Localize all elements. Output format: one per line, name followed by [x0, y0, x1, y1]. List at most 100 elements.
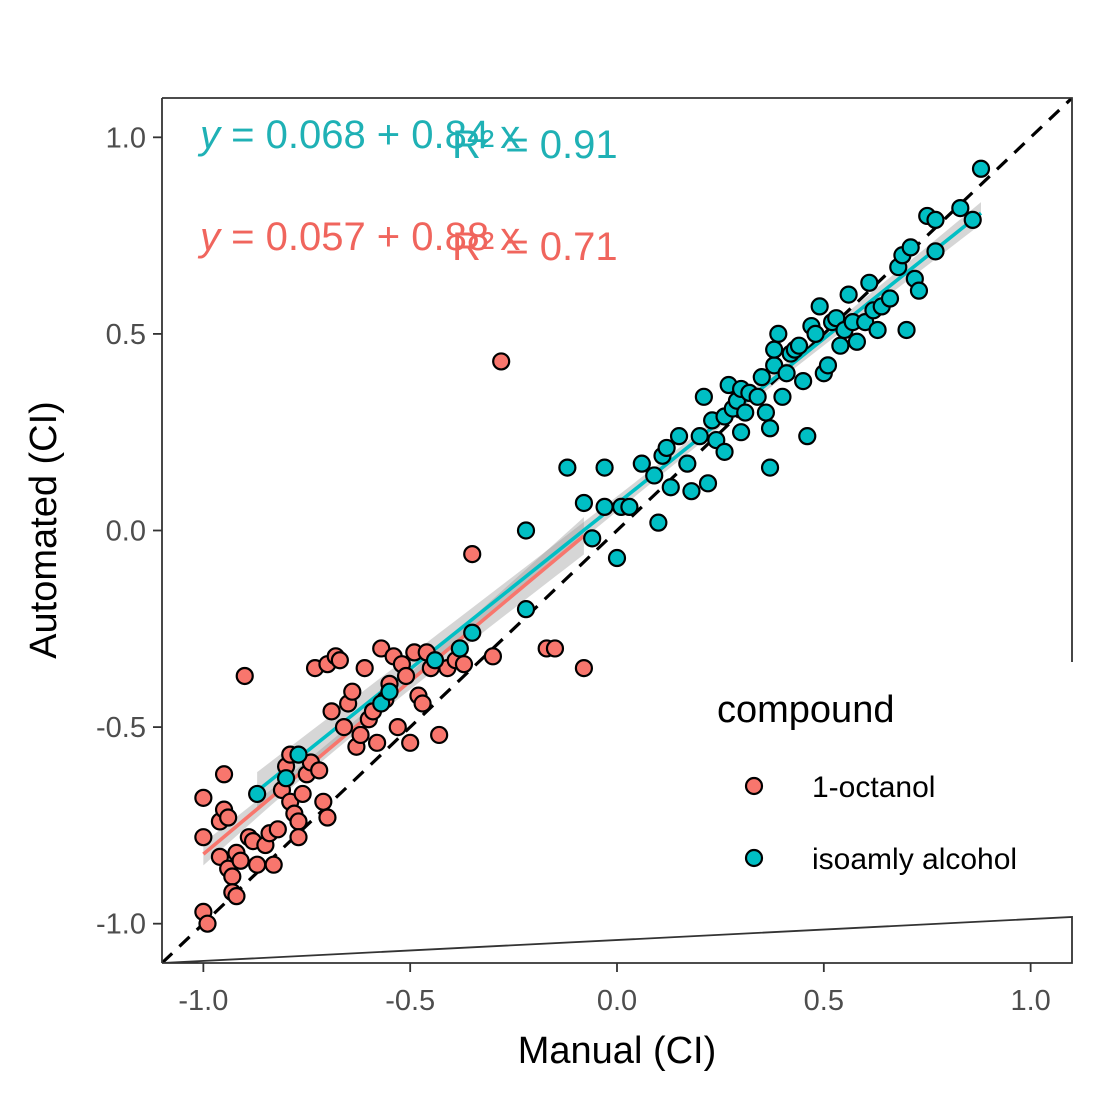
y-tick-label: -0.5	[96, 712, 146, 744]
data-point	[380, 682, 399, 701]
legend: compound 1-octanol isoamly alcohol	[717, 689, 1017, 876]
data-point	[318, 808, 337, 827]
data-point	[198, 914, 217, 933]
regression-annotation-1: y = 0.068 + 0.84 xR² = 0.91	[197, 113, 618, 167]
data-points	[194, 159, 991, 933]
data-point	[343, 682, 362, 701]
data-point	[971, 159, 991, 178]
x-tick-label: 0.0	[597, 985, 637, 1017]
data-point	[214, 765, 234, 784]
data-point	[454, 655, 474, 674]
data-point	[773, 387, 792, 406]
data-point	[248, 855, 267, 874]
data-point	[810, 297, 829, 316]
x-tick-label: 1.0	[1010, 985, 1050, 1017]
data-point	[289, 745, 308, 764]
data-point	[463, 623, 482, 642]
plot-area	[162, 98, 1072, 963]
data-point	[690, 427, 709, 446]
data-point	[765, 340, 784, 359]
data-point	[516, 521, 536, 540]
data-point	[806, 324, 825, 344]
x-tick-label: 0.5	[804, 985, 844, 1017]
data-point	[314, 792, 333, 811]
data-point	[880, 289, 900, 308]
data-point	[798, 427, 817, 446]
data-point	[430, 725, 449, 745]
data-point	[620, 497, 639, 517]
y-tick-label: -1.0	[96, 909, 146, 941]
y-tick-label: 0.0	[106, 516, 146, 548]
data-point	[355, 659, 374, 678]
data-point	[694, 387, 713, 406]
r-squared-label: R² = 0.71	[452, 225, 618, 269]
data-point	[289, 828, 308, 847]
y-axis-title: Automated (CI)	[23, 401, 65, 659]
data-point	[657, 438, 676, 458]
data-point	[860, 273, 879, 292]
data-point	[322, 702, 341, 721]
data-point	[388, 717, 407, 737]
data-point	[401, 733, 420, 752]
regression-equation: y = 0.057 + 0.88 x	[197, 215, 520, 259]
data-point	[276, 769, 296, 788]
x-tick-label: -0.5	[385, 985, 435, 1017]
data-point	[909, 281, 929, 300]
data-point	[516, 600, 536, 619]
data-point	[268, 820, 287, 839]
data-point	[831, 336, 850, 355]
data-point	[926, 210, 945, 229]
data-point	[450, 639, 469, 658]
data-point	[545, 639, 565, 658]
data-point	[235, 666, 254, 686]
data-point	[425, 651, 445, 670]
data-point	[963, 210, 982, 229]
data-point	[219, 808, 238, 827]
legend-label: isoamly alcohol	[812, 843, 1017, 876]
data-point	[649, 513, 668, 532]
data-point	[574, 493, 594, 513]
data-point	[574, 659, 594, 678]
data-point	[839, 285, 858, 304]
legend-label: 1-octanol	[812, 771, 935, 804]
y-axis: -1.0 -0.5 0.0 0.5 1.0	[96, 122, 162, 941]
data-point	[760, 458, 780, 477]
data-point	[396, 666, 416, 686]
data-point	[227, 887, 246, 906]
data-point	[293, 784, 312, 804]
data-point	[731, 423, 751, 442]
data-point	[951, 198, 970, 218]
x-axis: -1.0 -0.5 0.0 0.5 1.0	[178, 963, 1051, 1017]
data-point	[926, 242, 945, 261]
data-point	[897, 320, 916, 340]
r-squared-label: R² = 0.91	[452, 123, 618, 167]
data-point	[661, 478, 680, 497]
data-point	[595, 458, 614, 477]
data-point	[367, 733, 387, 752]
data-point	[310, 761, 329, 780]
data-point	[334, 717, 354, 737]
data-point	[748, 387, 767, 406]
data-point	[715, 442, 734, 461]
regression-annotation-2: y = 0.057 + 0.88 xR² = 0.71	[197, 215, 618, 269]
data-point	[752, 368, 771, 387]
data-point	[818, 356, 838, 375]
regression-annotations: y = 0.068 + 0.84 xR² = 0.91 y = 0.057 + 0…	[197, 113, 618, 269]
data-point	[558, 458, 577, 477]
identity-reference-line	[162, 98, 1072, 963]
data-point	[736, 403, 755, 422]
data-point	[682, 482, 701, 501]
data-point	[901, 238, 920, 257]
data-point	[595, 497, 614, 517]
data-point	[248, 784, 267, 804]
data-point	[463, 544, 482, 564]
data-point	[223, 867, 242, 886]
y-tick-label: 0.5	[106, 319, 146, 351]
legend-title: compound	[717, 689, 894, 731]
data-point	[583, 529, 602, 548]
data-point	[351, 725, 370, 745]
data-point	[847, 332, 867, 351]
legend-swatch	[744, 776, 764, 796]
data-point	[483, 647, 503, 666]
